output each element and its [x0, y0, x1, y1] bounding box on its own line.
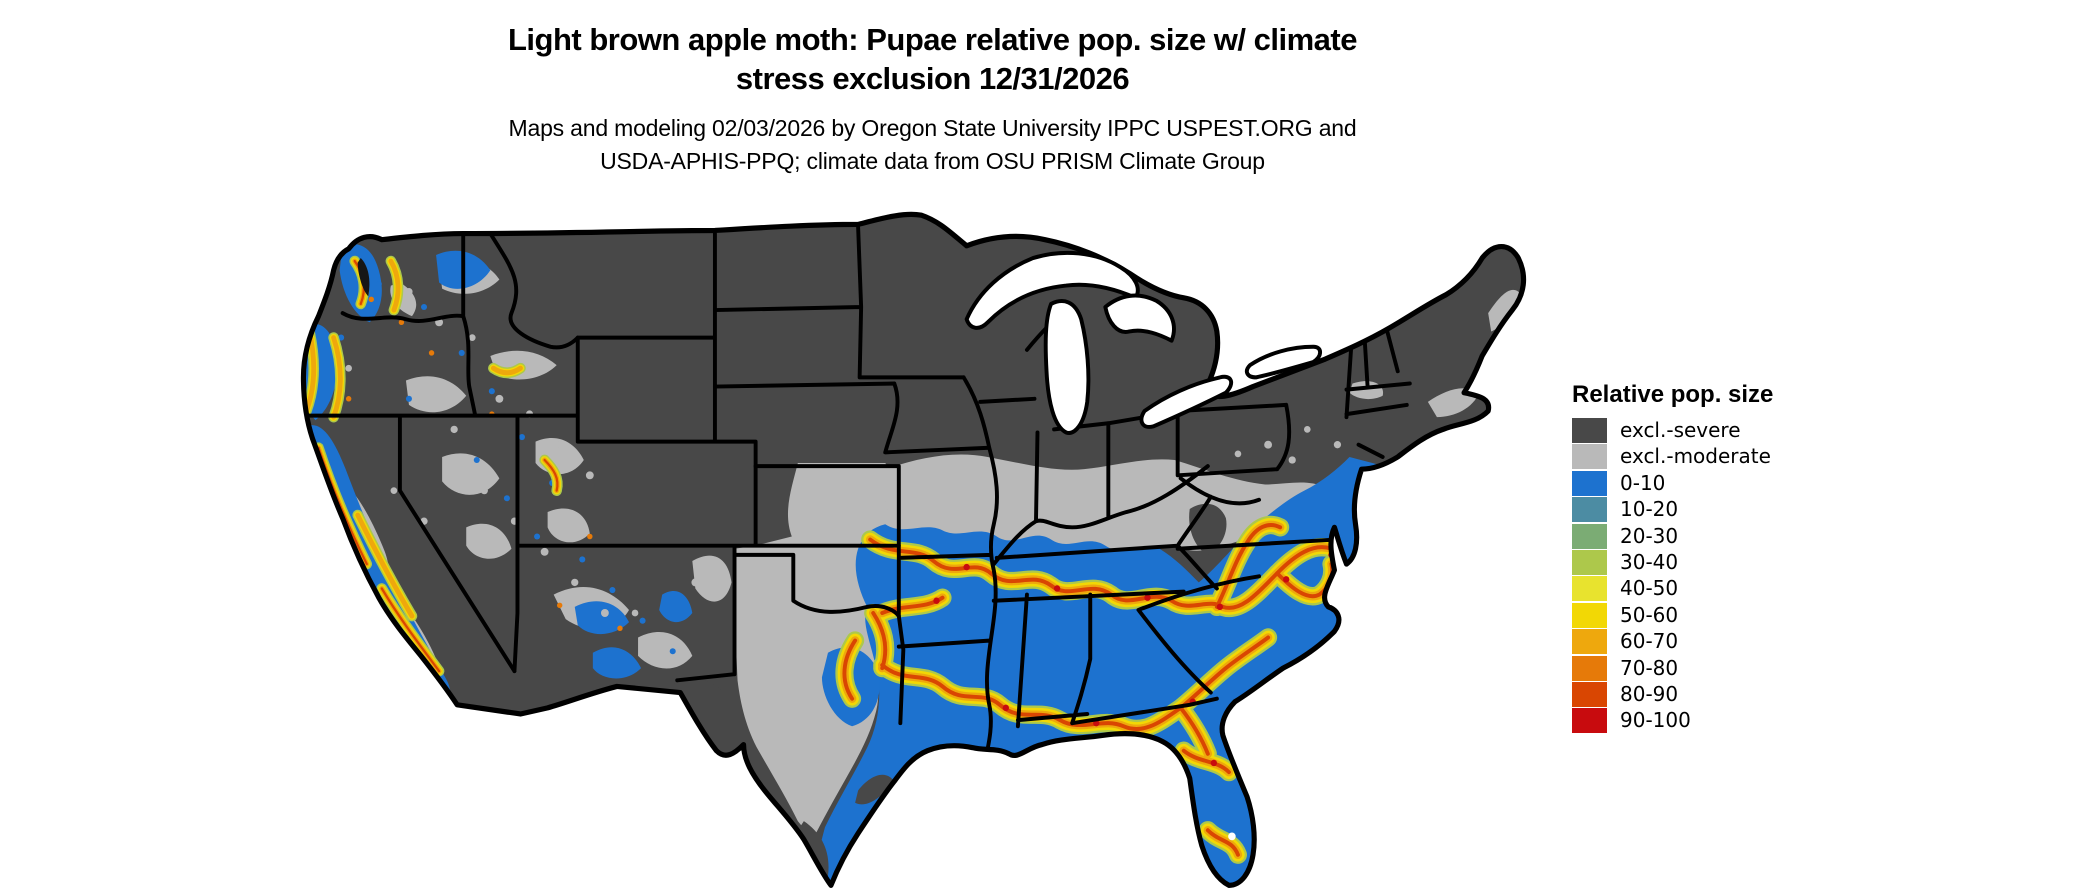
us-map-svg	[213, 154, 1660, 892]
legend-row: 10-20	[1572, 497, 1872, 523]
legend-row: 80-90	[1572, 681, 1872, 707]
legend-label: 90-100	[1620, 708, 1691, 733]
legend-swatch	[1572, 655, 1607, 681]
legend-swatch	[1572, 602, 1607, 628]
legend-row: 0-10	[1572, 470, 1872, 496]
lake-michigan	[1043, 299, 1091, 435]
legend-swatch	[1572, 523, 1607, 549]
legend-label: 50-60	[1620, 602, 1679, 627]
legend-swatch	[1572, 549, 1607, 575]
legend-swatch	[1572, 497, 1607, 523]
legend-row: 50-60	[1572, 602, 1872, 628]
legend-swatch	[1572, 418, 1607, 443]
legend-row: 40-50	[1572, 576, 1872, 602]
legend-swatch	[1572, 470, 1607, 496]
legend-swatch	[1572, 629, 1607, 655]
figure-title-line1: Light brown apple moth: Pupae relative p…	[508, 22, 1357, 57]
map-layer-blue-west	[303, 244, 880, 727]
legend-row: 60-70	[1572, 629, 1872, 655]
legend-title: Relative pop. size	[1572, 381, 1774, 408]
legend-swatch	[1572, 444, 1607, 470]
figure-subtitle-line2: USDA-APHIS-PPQ; climate data from OSU PR…	[600, 148, 1265, 174]
legend-label: 20-30	[1620, 523, 1679, 548]
lake-erie	[1139, 374, 1234, 429]
legend-label: 30-40	[1620, 549, 1679, 574]
legend-label: 80-90	[1620, 681, 1679, 706]
lake-okeechobee	[1228, 832, 1236, 841]
legend-label: 10-20	[1620, 497, 1679, 522]
figure-subtitle-line1: Maps and modeling 02/03/2026 by Oregon S…	[508, 115, 1357, 141]
figure-subtitle: Maps and modeling 02/03/2026 by Oregon S…	[0, 112, 1865, 178]
legend-row: excl.-moderate	[1572, 444, 1872, 470]
legend-row: 70-80	[1572, 655, 1872, 681]
figure-header: Light brown apple moth: Pupae relative p…	[0, 20, 1865, 178]
figure-title-line2: stress exclusion 12/31/2026	[735, 61, 1130, 96]
legend-label: excl.-moderate	[1620, 444, 1771, 469]
legend-row: 90-100	[1572, 708, 1872, 734]
state-borders	[304, 225, 1412, 765]
legend-row: 30-40	[1572, 549, 1872, 575]
legend-label: 70-80	[1620, 655, 1679, 680]
map-legend: Relative pop. size excl.-severe excl.-mod…	[1572, 381, 1872, 735]
lake-huron	[1103, 293, 1176, 343]
legend-row: excl.-severe	[1572, 418, 1872, 443]
lake-ontario	[1244, 344, 1323, 380]
legend-label: 40-50	[1620, 576, 1679, 601]
great-lakes	[964, 250, 1323, 435]
legend-swatch	[1572, 576, 1607, 602]
legend-label: 60-70	[1620, 629, 1679, 654]
legend-label: excl.-severe	[1620, 418, 1741, 442]
legend-label: 0-10	[1620, 470, 1666, 495]
legend-swatch	[1572, 681, 1607, 707]
legend-swatch	[1572, 708, 1607, 734]
us-map	[213, 154, 1660, 892]
legend-entries: excl.-severe excl.-moderate 0-10 10-20 20-30…	[1572, 418, 1872, 734]
legend-row: 20-30	[1572, 523, 1872, 549]
puget-sound	[357, 258, 370, 297]
